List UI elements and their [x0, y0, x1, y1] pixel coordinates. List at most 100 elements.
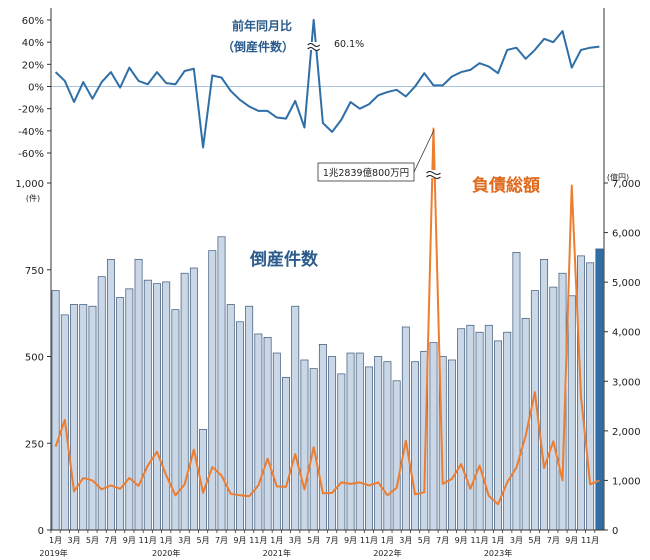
x-tick-label: 1月 [491, 536, 504, 545]
bankruptcy-bar [208, 250, 217, 531]
right-tick-label: 1,000 [612, 476, 641, 487]
lines-layer [54, 18, 600, 506]
x-tick-label: 9月 [344, 536, 357, 545]
bankruptcy-bar [189, 267, 198, 531]
bankruptcy-bar [337, 373, 346, 531]
left-tick-label: 750 [25, 266, 44, 277]
bankruptcy-bar [540, 258, 549, 531]
bankruptcy-bar [586, 262, 595, 531]
right-tick-label: 7,000 [612, 179, 641, 190]
right-axis-unit: (億円) [607, 172, 629, 182]
x-tick-label: 5月 [197, 536, 210, 545]
liability-line [54, 127, 600, 506]
liability-break-mask [425, 170, 442, 178]
bankruptcy-bar [226, 304, 235, 531]
x-tick-label: 7月 [215, 536, 228, 545]
yoy-break-mark [307, 43, 321, 51]
x-tick-label: 3月 [510, 536, 523, 545]
x-tick-label: 3月 [399, 536, 412, 545]
yoy-line [54, 18, 600, 149]
bankruptcy-bar [346, 352, 355, 531]
bankruptcy-bar [401, 326, 410, 531]
bankruptcy-bar [503, 331, 512, 531]
bankruptcy-bar [475, 331, 484, 531]
left-tick-label: 250 [25, 439, 44, 450]
bankruptcy-bar [143, 279, 152, 531]
bankruptcy-bar [318, 344, 327, 531]
bankruptcy-bar [291, 305, 300, 531]
left-axis-unit: (件) [26, 193, 40, 203]
x-tick-label: 11月 [470, 536, 488, 545]
yoy-title: 前年同月比 [232, 18, 292, 33]
yoy-tick-label: 20% [22, 60, 44, 71]
bankruptcy-bar [328, 356, 337, 531]
bankruptcy-bar [392, 380, 401, 531]
bankruptcy-bar [217, 236, 226, 531]
axes-layer: 0 250 500 750 1,000 0 1,000 2,000 3,000 4,000 5,00… [15, 8, 641, 558]
x-year-label: 2023年 [484, 548, 512, 558]
bankruptcy-bar [567, 295, 576, 531]
x-tick-label: 7月 [547, 536, 560, 545]
liability-break-mark [426, 171, 441, 179]
bankruptcy-bar [429, 342, 438, 531]
yoy-subtitle: （倒産件数） [222, 39, 294, 54]
x-tick-label: 11月 [360, 536, 378, 545]
bankruptcy-bar [51, 290, 60, 531]
yoy-break-mask [306, 42, 321, 50]
x-year-label: 2022年 [373, 548, 401, 558]
liabilities-title: 負債総額 [472, 175, 540, 196]
bankruptcy-bar [374, 356, 383, 531]
bankruptcy-bar [549, 286, 558, 531]
x-tick-label: 1月 [160, 536, 173, 545]
bankruptcy-bar [365, 366, 373, 531]
x-tick-label: 7月 [436, 536, 449, 545]
bankruptcy-bar [171, 309, 180, 531]
bankruptcy-bar [79, 304, 88, 531]
bankruptcy-bar [512, 252, 521, 531]
yoy-tick-label: 40% [22, 38, 44, 49]
x-tick-label: 9月 [565, 536, 578, 545]
left-tick-label: 1,000 [15, 179, 44, 190]
left-tick-label: 500 [25, 353, 44, 364]
left-tick-label: 0 [38, 526, 44, 537]
bars-layer [51, 236, 604, 531]
bankruptcy-bar [70, 304, 78, 531]
bankruptcy-bar [447, 359, 456, 531]
bankruptcy-bar [411, 361, 419, 531]
right-tick-label: 2,000 [612, 427, 641, 438]
right-tick-label: 6,000 [612, 229, 641, 240]
x-tick-label: 5月 [307, 536, 320, 545]
x-tick-label: 1月 [381, 536, 394, 545]
bankruptcy-bar [125, 288, 134, 531]
x-tick-label: 7月 [326, 536, 339, 545]
x-tick-label: 1月 [270, 536, 283, 545]
x-tick-label: 9月 [455, 536, 468, 545]
x-tick-label: 5月 [86, 536, 99, 545]
yoy-tick-label: 0% [28, 83, 44, 94]
right-tick-label: 3,000 [612, 377, 641, 388]
bankruptcy-bar [162, 281, 171, 531]
x-year-label: 2020年 [152, 548, 180, 558]
bankruptcy-bar [595, 248, 604, 531]
bankruptcy-bar [457, 328, 466, 531]
liability-peak-leader [413, 129, 435, 173]
yoy-peak-annotation: 60.1% [334, 39, 364, 50]
x-tick-label: 9月 [233, 536, 246, 545]
bankruptcy-bar [263, 337, 272, 531]
bankruptcy-bar [272, 352, 281, 531]
x-year-label: 2021年 [263, 548, 291, 558]
bankruptcy-bar [134, 258, 143, 531]
bankruptcy-bar [282, 376, 290, 531]
yoy-tick-label: -20% [18, 105, 44, 116]
yoy-tick-label: 60% [22, 16, 44, 27]
x-tick-label: 3月 [289, 536, 302, 545]
x-tick-label: 7月 [104, 536, 117, 545]
bankruptcy-bar [236, 321, 244, 531]
bankruptcy-bar [106, 258, 115, 531]
right-tick-label: 0 [612, 526, 618, 537]
bankruptcy-bar [355, 352, 364, 531]
x-tick-label: 5月 [418, 536, 431, 545]
yoy-tick-label: -60% [18, 149, 44, 160]
